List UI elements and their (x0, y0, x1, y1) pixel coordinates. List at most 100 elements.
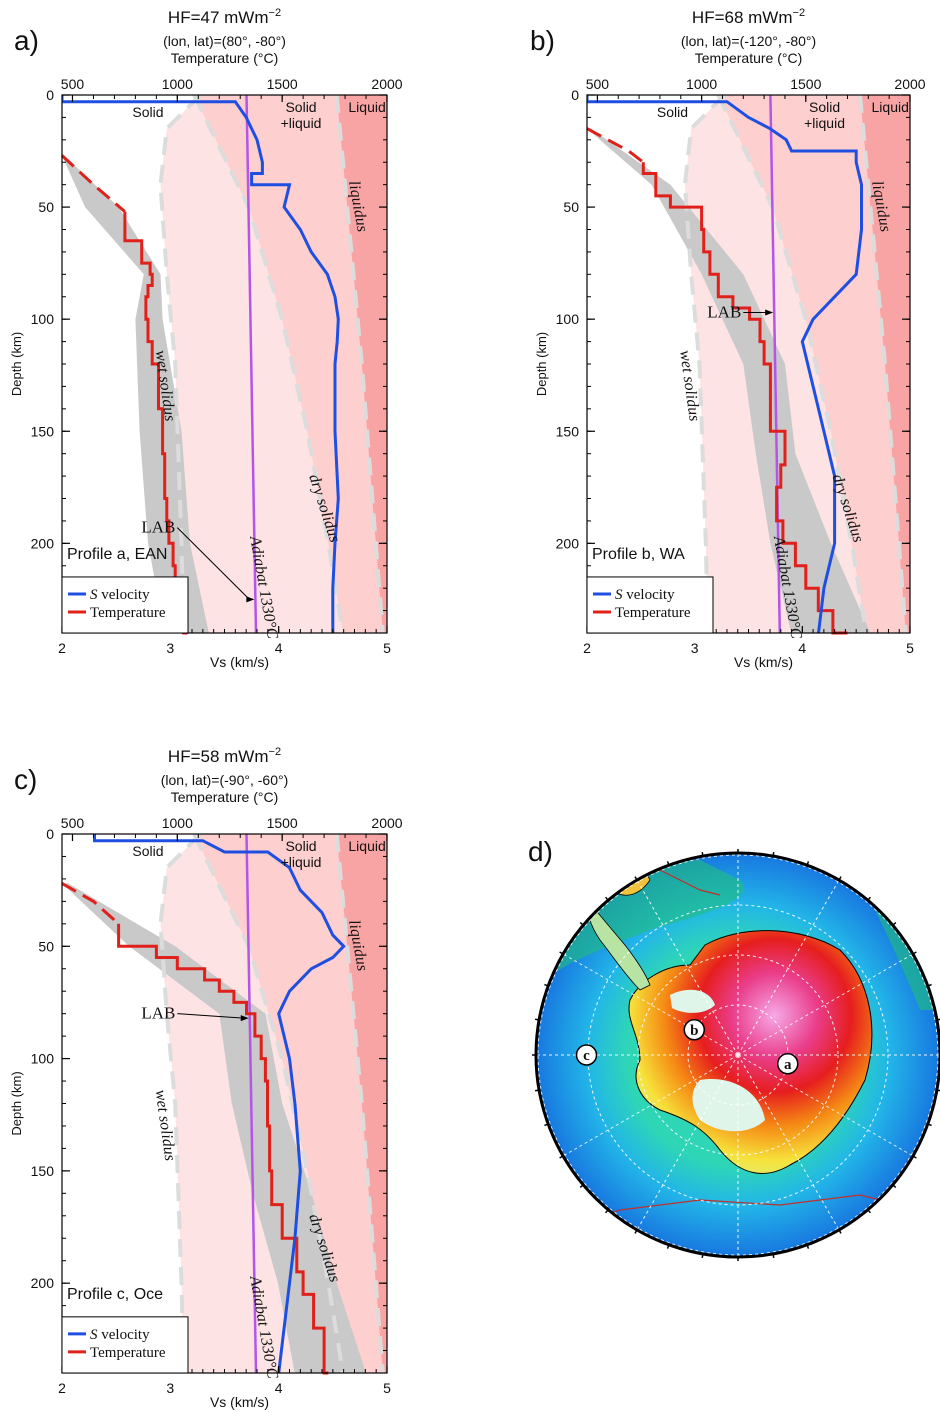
wet-solidus-line (158, 95, 202, 633)
map-border-tick (579, 1184, 584, 1188)
zone-label-solid: Solid (657, 104, 688, 120)
map-border-tick (559, 951, 564, 955)
lab-arrow (176, 527, 250, 600)
temperature-extrapolated-line (586, 127, 645, 164)
x-axis-label: Vs (km/s) (210, 654, 269, 670)
top-tick-label: 500 (61, 815, 85, 831)
lab-arrow (177, 1013, 244, 1019)
x-tick-label: 2 (58, 640, 66, 656)
y-tick-label: 200 (31, 535, 55, 551)
meridian-line (636, 1054, 739, 1231)
temperature-extrapolated-line (61, 882, 120, 925)
adiabat-line (769, 94, 782, 634)
map-marker-label: b (690, 1023, 698, 1039)
heat-flow-exponent: −2 (793, 7, 806, 19)
map-border-tick (912, 951, 917, 955)
y-axis-label: Depth (km) (9, 332, 24, 396)
map-border-tick (806, 861, 810, 866)
heat-flow-title: HF=68 mWm−2 (692, 7, 805, 27)
temperature-profile-line (123, 211, 188, 635)
top-axis-label: Temperature (°C) (695, 50, 803, 66)
top-tick-label: 500 (61, 76, 85, 92)
location-label: (lon, lat)=(80°, -80°) (163, 33, 286, 49)
heat-flow-text: HF=47 mWm (168, 8, 269, 27)
map-border-tick (534, 1089, 540, 1092)
legend-vs-italic: S (90, 587, 98, 603)
lab-arrow-head (240, 1015, 249, 1022)
y-tick-label: 150 (556, 423, 580, 439)
x-tick-label: 2 (58, 1380, 66, 1396)
y-tick-label: 100 (31, 1051, 55, 1067)
panel-letter: d) (528, 836, 553, 867)
legend: S velocity Temperature (61, 1316, 189, 1374)
map-marker-a: a (776, 1053, 799, 1075)
map-border-tick (838, 1229, 842, 1234)
map-border-tick (701, 1253, 704, 1259)
zone-label-liquid: Liquid (872, 99, 909, 115)
map-border-tick (559, 1155, 564, 1159)
y-axis-label: Depth (km) (9, 1071, 24, 1135)
temperature-profile-line (641, 162, 848, 635)
map-border-tick (772, 1253, 775, 1259)
zone-liquid (860, 95, 910, 633)
top-tick-label: 2000 (371, 76, 402, 92)
x-tick-label: 2 (583, 640, 591, 656)
zone-label-liquid-part: +liquid (281, 115, 322, 131)
map-border-tick (936, 1018, 940, 1021)
legend-vs-label: S velocity (90, 587, 150, 603)
zone-liquid (336, 95, 387, 633)
zone-solid-liquid (718, 95, 906, 633)
panel-letter: a) (14, 25, 39, 56)
vs-profile-line (93, 834, 346, 1373)
map-marker-circle (683, 1019, 706, 1041)
y-tick-label: 100 (31, 311, 55, 327)
profile-label: Profile a, EAN (67, 546, 167, 563)
y-tick-label: 0 (46, 826, 54, 842)
y-tick-label: 200 (31, 1275, 55, 1291)
x-tick-label: 5 (383, 640, 391, 656)
map-border-tick (634, 876, 638, 881)
map-marker-label: a (784, 1057, 792, 1073)
top-axis-label: Temperature (°C) (171, 50, 279, 66)
y-tick-label: 100 (556, 311, 580, 327)
x-tick-label: 4 (275, 1380, 283, 1396)
heat-flow-exponent: −2 (269, 7, 282, 19)
map-border-tick (936, 1089, 940, 1092)
meridian-line (636, 879, 739, 1056)
zone-cold (587, 95, 725, 633)
legend-temperature-label: Temperature (90, 1345, 166, 1361)
x-tick-label: 3 (691, 640, 699, 656)
y-axis-label: Depth (km) (534, 332, 549, 396)
map-border-tick (838, 876, 842, 881)
x-tick-label: 3 (166, 640, 174, 656)
temperature-uncertainty-band (587, 128, 871, 633)
map-border-tick (892, 1184, 897, 1188)
map-border-tick (867, 1209, 871, 1214)
zone-solid-liquid (194, 834, 383, 1373)
map-border-tick (534, 1018, 540, 1021)
dry-solidus-line (716, 95, 869, 633)
meridian-line (562, 1054, 739, 1157)
wet-solidus-line (682, 95, 726, 633)
zone-liquid (336, 834, 387, 1373)
map-border-tick (544, 983, 549, 987)
y-tick-label: 150 (31, 423, 55, 439)
meridian-line (737, 1054, 840, 1231)
legend-vs-label: S velocity (615, 587, 675, 603)
zone-label-solid-liquid: Solid (285, 838, 316, 854)
graticule (536, 853, 940, 1257)
map-border-tick (867, 896, 871, 901)
zone-label-solid: Solid (132, 104, 163, 120)
map-border-tick (579, 922, 584, 926)
x-tick-label: 3 (166, 1380, 174, 1396)
map-border-tick (666, 861, 670, 866)
top-tick-label: 2000 (371, 815, 402, 831)
location-label: (lon, lat)=(-90°, -60°) (161, 772, 289, 788)
legend-temperature-label: Temperature (615, 605, 691, 621)
legend-vs-italic: S (90, 1327, 98, 1343)
x-tick-label: 4 (798, 640, 806, 656)
meridian-line (737, 953, 914, 1056)
map-border-tick (892, 922, 897, 926)
zone-label-solid: Solid (132, 843, 163, 859)
